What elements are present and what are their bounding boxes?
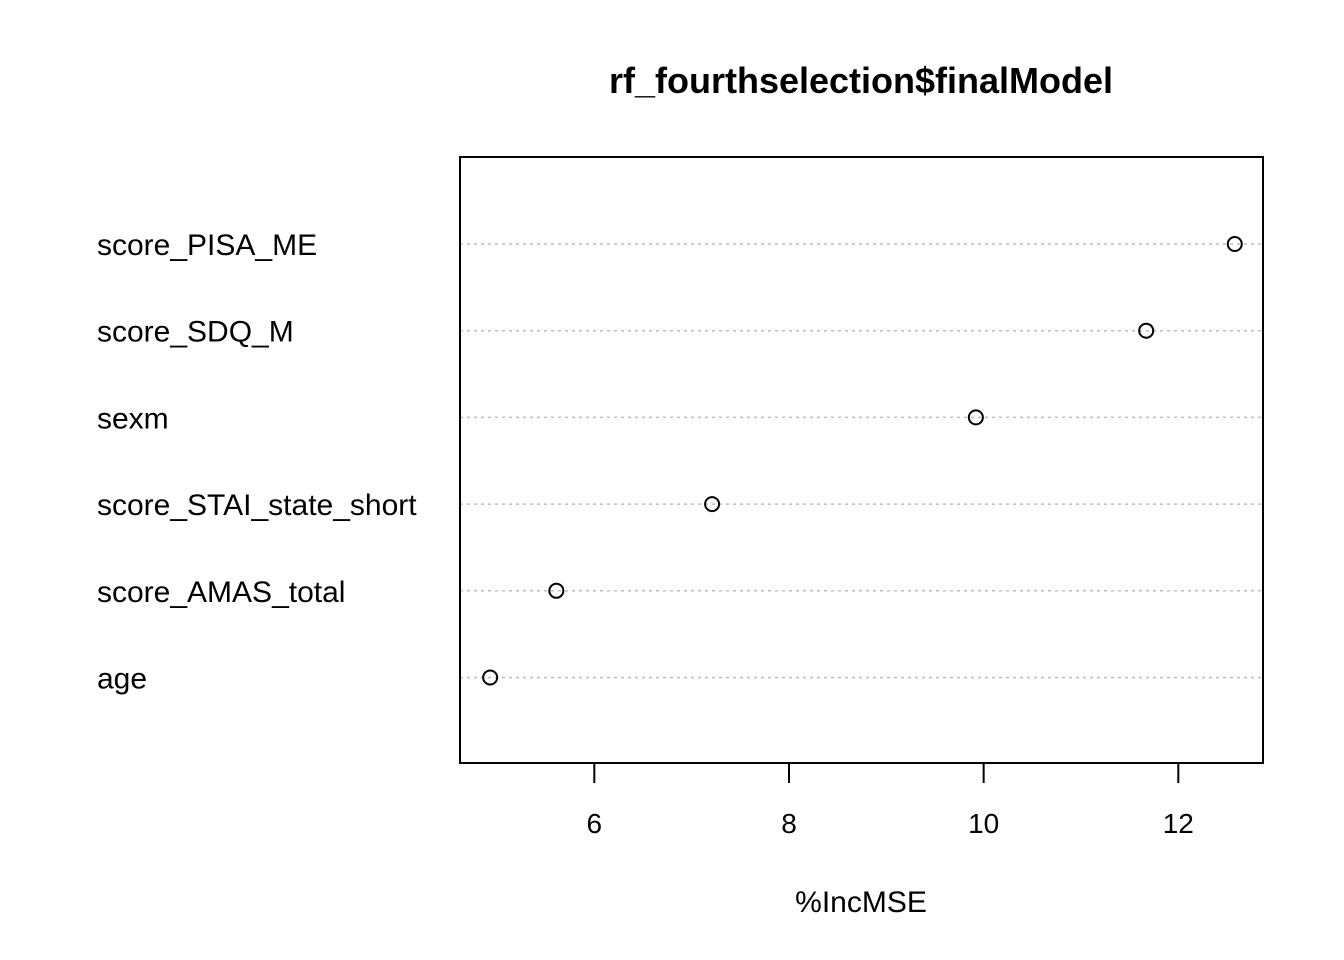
variable-label: score_AMAS_total xyxy=(97,576,345,609)
data-point xyxy=(1138,322,1155,339)
data-point xyxy=(704,496,721,513)
data-points xyxy=(482,236,1243,686)
x-tick-label: 12 xyxy=(1163,808,1194,839)
data-point xyxy=(482,669,499,686)
plot-frame xyxy=(459,156,1264,764)
x-tick-label: 10 xyxy=(968,808,999,839)
variable-label: score_SDQ_M xyxy=(97,316,294,349)
variable-label: score_PISA_ME xyxy=(97,229,317,262)
variable-label: score_STAI_state_short xyxy=(97,489,417,522)
x-tick-label: 6 xyxy=(587,808,603,839)
data-point xyxy=(1226,236,1243,252)
x-axis: 6 8 10 12 xyxy=(587,763,1194,839)
x-axis-label: %IncMSE xyxy=(795,886,927,919)
variable-label: age xyxy=(97,663,147,696)
variable-label: sexm xyxy=(97,402,169,435)
x-tick-label: 8 xyxy=(781,808,797,839)
guide-lines xyxy=(460,243,1263,679)
data-point xyxy=(548,582,565,599)
chart-title: rf_fourthselection$finalModel xyxy=(609,60,1113,101)
data-point xyxy=(967,409,984,426)
